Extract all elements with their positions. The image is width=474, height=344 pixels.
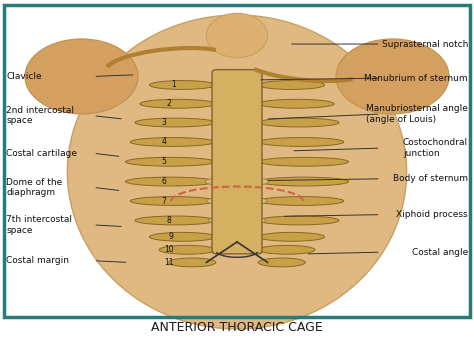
Text: 5: 5 [162, 157, 166, 166]
Ellipse shape [207, 197, 237, 205]
Ellipse shape [259, 196, 344, 205]
Ellipse shape [259, 99, 334, 108]
Ellipse shape [336, 39, 449, 114]
Text: Suprasternal notch: Suprasternal notch [382, 40, 468, 49]
Ellipse shape [237, 217, 265, 224]
Ellipse shape [149, 233, 215, 241]
Text: ANTERIOR THORACIC CAGE: ANTERIOR THORACIC CAGE [151, 321, 323, 334]
Text: Costal angle: Costal angle [411, 248, 468, 257]
Text: Clavicle: Clavicle [6, 72, 42, 81]
Ellipse shape [25, 39, 138, 114]
Ellipse shape [130, 138, 215, 147]
Ellipse shape [259, 138, 344, 147]
Text: Body of sternum: Body of sternum [393, 174, 468, 183]
Ellipse shape [259, 157, 348, 166]
Text: Dome of the
diaphragm: Dome of the diaphragm [6, 178, 63, 197]
Text: 8: 8 [166, 216, 171, 225]
Ellipse shape [237, 197, 267, 205]
Ellipse shape [259, 177, 348, 186]
Text: 3: 3 [162, 118, 166, 127]
Ellipse shape [135, 118, 215, 127]
Ellipse shape [259, 233, 325, 241]
Ellipse shape [258, 245, 315, 254]
Ellipse shape [259, 80, 325, 89]
Text: 6: 6 [162, 177, 166, 186]
Ellipse shape [237, 233, 260, 240]
Text: 9: 9 [169, 232, 173, 241]
Text: 7th intercostal
space: 7th intercostal space [6, 215, 72, 235]
Ellipse shape [214, 233, 237, 240]
Ellipse shape [259, 216, 339, 225]
Ellipse shape [159, 245, 216, 254]
Ellipse shape [259, 118, 339, 127]
Ellipse shape [205, 178, 237, 185]
Text: 11: 11 [164, 258, 173, 267]
Text: Costochondral
junction: Costochondral junction [403, 138, 468, 158]
Text: 7: 7 [162, 196, 166, 205]
Ellipse shape [206, 13, 268, 58]
Ellipse shape [149, 80, 215, 89]
Ellipse shape [130, 196, 215, 205]
Ellipse shape [209, 217, 237, 224]
Ellipse shape [67, 15, 407, 329]
Text: 10: 10 [164, 245, 173, 254]
Ellipse shape [258, 258, 305, 267]
Text: 4: 4 [162, 138, 166, 147]
Ellipse shape [140, 99, 215, 108]
Text: Costal cartilage: Costal cartilage [6, 149, 77, 158]
Text: Manubriosternal angle
(angle of Louis): Manubriosternal angle (angle of Louis) [366, 104, 468, 124]
Ellipse shape [135, 216, 215, 225]
Text: Manubrium of sternum: Manubrium of sternum [365, 74, 468, 83]
Ellipse shape [237, 178, 269, 185]
Text: 1: 1 [171, 80, 176, 89]
Ellipse shape [126, 177, 215, 186]
Text: Costal margin: Costal margin [6, 256, 69, 265]
Text: 2: 2 [166, 99, 171, 108]
Text: 2nd intercostal
space: 2nd intercostal space [6, 106, 74, 126]
Text: Xiphoid process: Xiphoid process [396, 210, 468, 219]
Ellipse shape [126, 157, 215, 166]
Ellipse shape [169, 258, 216, 267]
FancyBboxPatch shape [212, 69, 262, 254]
